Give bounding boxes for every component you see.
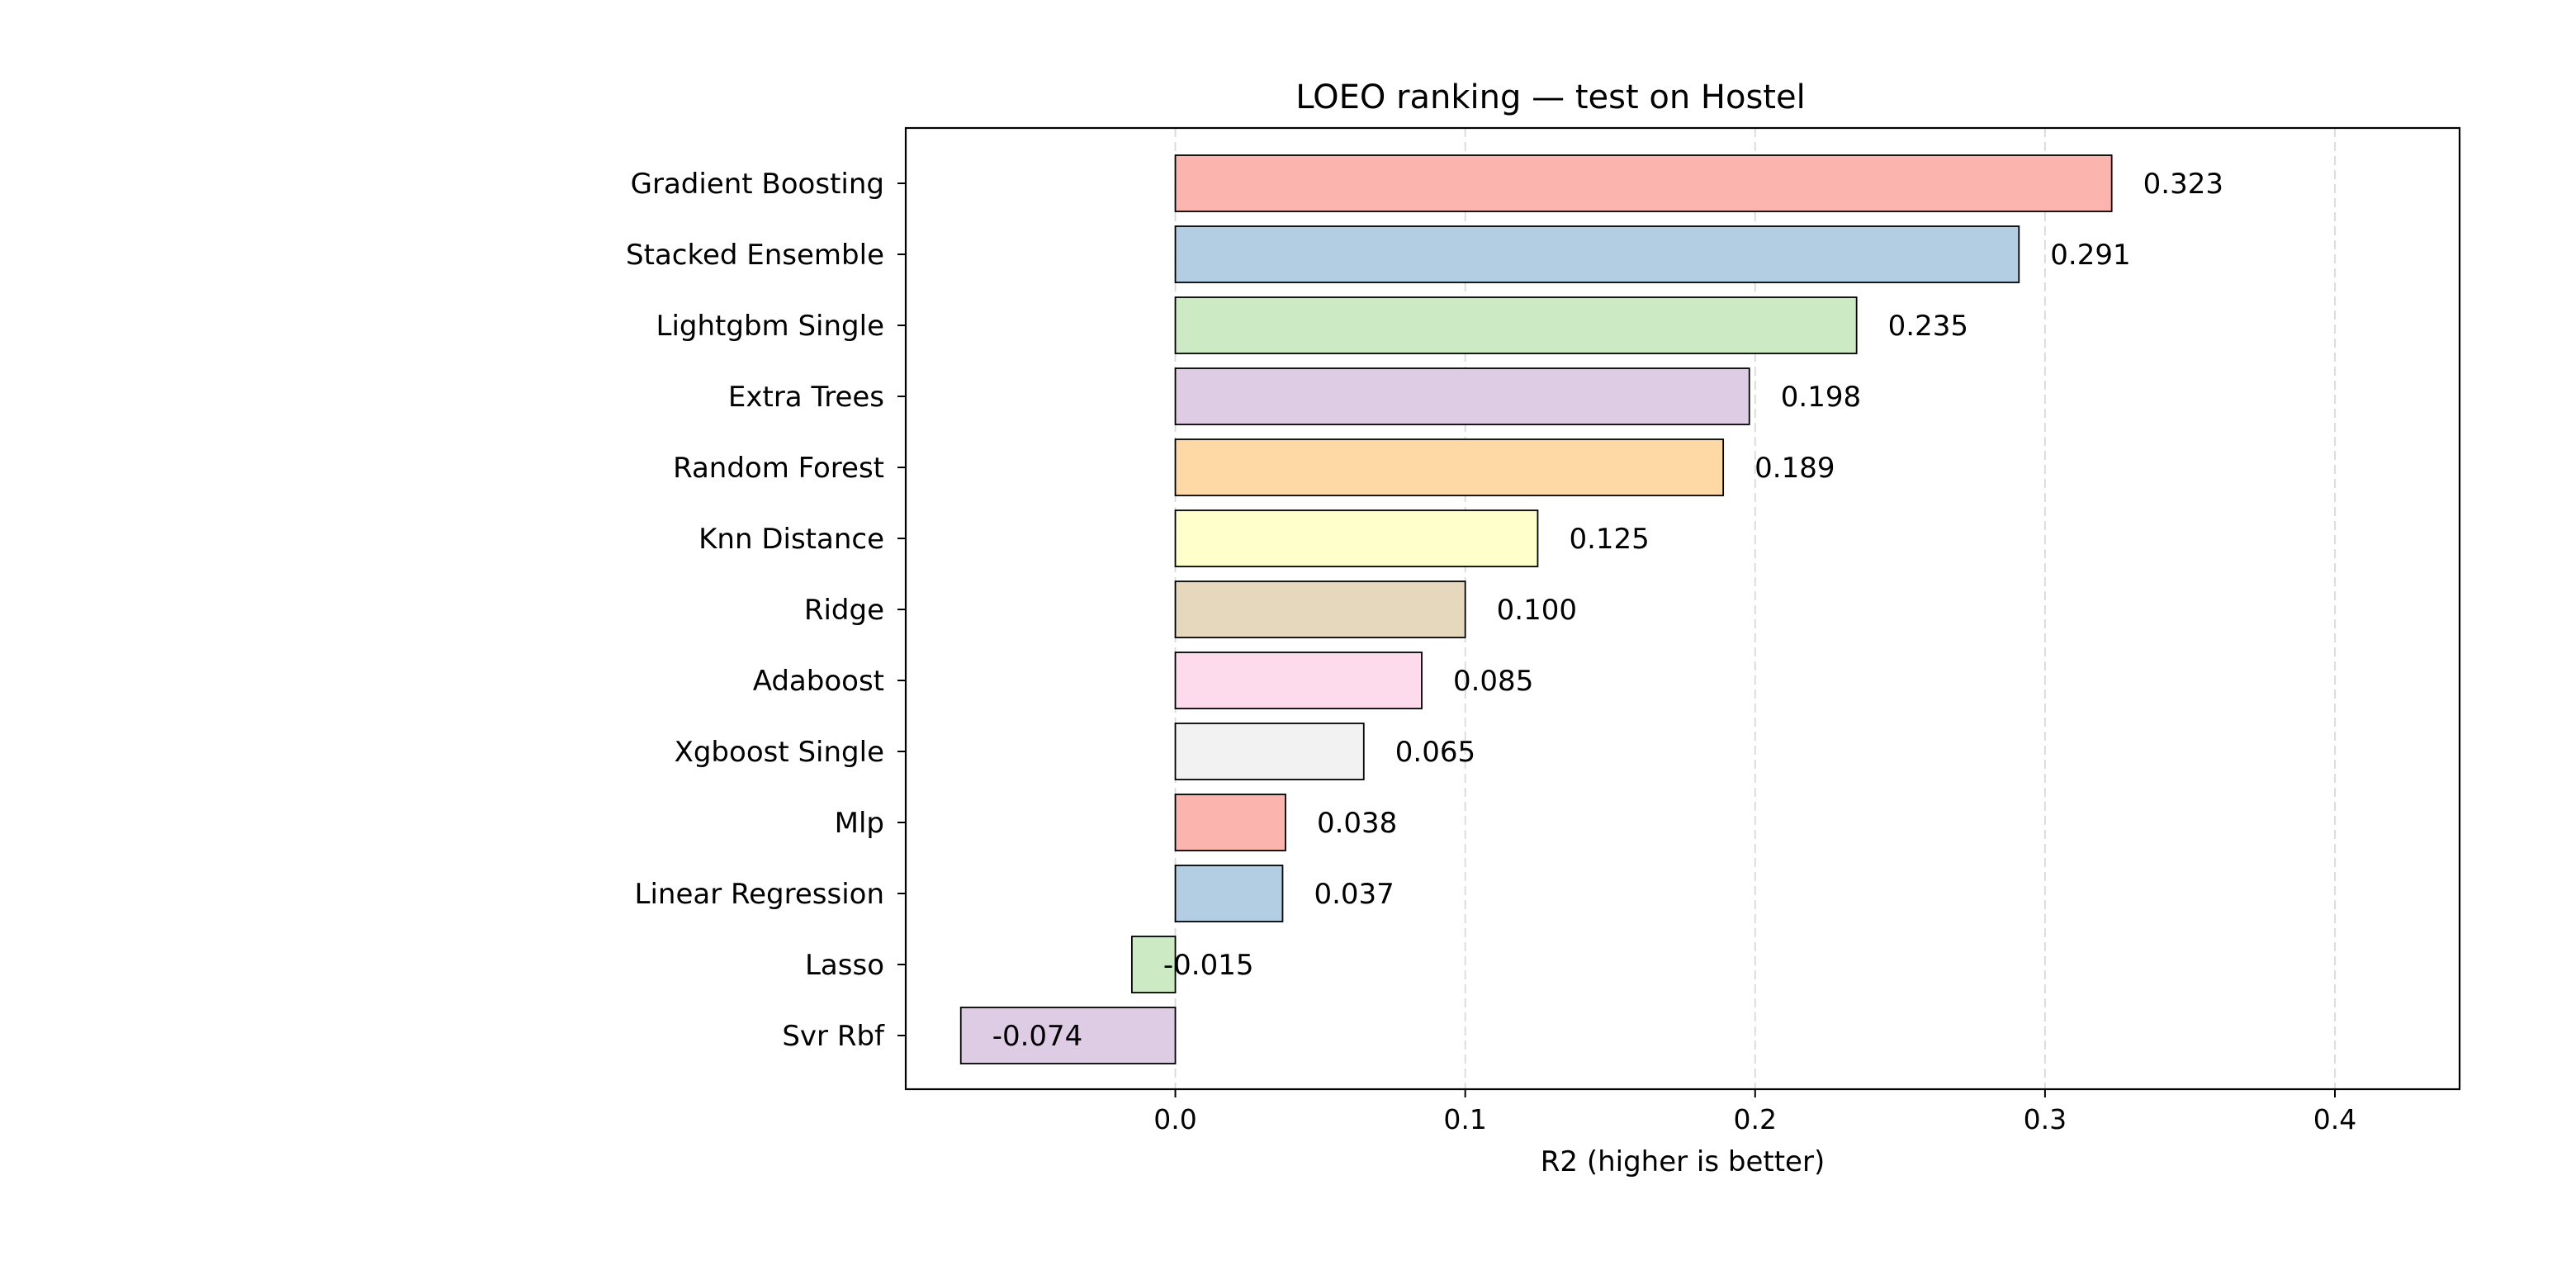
x-tick-label: 0.3 [2024,1103,2067,1135]
y-tick-label: Random Forest [673,452,884,485]
y-tick-label: Lasso [805,949,884,982]
bar-gradient-boosting [1174,154,2113,212]
value-label: 0.189 [1754,452,1835,485]
y-tick-label: Gradient Boosting [631,168,884,201]
value-label: 0.323 [2143,168,2223,201]
bar-linear-regression [1174,865,1284,922]
x-axis-label: R2 (higher is better) [1541,1145,1825,1178]
y-tick-label: Linear Regression [635,878,884,911]
value-label: 0.235 [1888,310,1968,343]
value-label: 0.085 [1453,665,1533,698]
chart-title: LOEO ranking — test on Hostel [1295,78,1805,116]
y-tick-label: Extra Trees [728,381,884,414]
x-axis-ticks: 0.0 0.1 0.2 0.3 0.4 [1153,1089,2356,1135]
y-tick-label: Adaboost [753,665,884,698]
value-label: 0.065 [1395,736,1475,769]
value-label: 0.125 [1569,523,1649,556]
bar-ridge [1174,581,1466,638]
value-labels: 0.323 0.291 0.235 0.198 0.189 0.125 0.100 0.085… [992,168,2223,1053]
bars [959,154,2113,1064]
y-tick-label: Svr Rbf [782,1020,885,1053]
value-label: -0.074 [992,1020,1083,1053]
x-tick-label: 0.4 [2313,1103,2356,1135]
bar-svr-rbf [959,1007,1177,1064]
y-tick-label: Knn Distance [698,523,884,556]
bar-random-forest [1174,438,1725,496]
y-axis-ticks: Gradient Boosting Stacked Ensemble Lightgb… [626,168,906,1053]
bar-mlp [1174,794,1286,851]
value-label: -0.015 [1163,949,1254,982]
bar-xgboost-single [1174,723,1365,780]
y-tick-label: Lightgbm Single [656,310,884,343]
value-label: 0.198 [1781,381,1861,414]
y-tick-label: Mlp [835,807,884,840]
bar-lightgbm-single [1174,296,1858,354]
bar-adaboost [1174,652,1423,709]
bar-extra-trees [1174,367,1750,425]
value-label: 0.100 [1497,594,1577,627]
value-label: 0.038 [1317,807,1397,840]
y-tick-label: Stacked Ensemble [626,239,884,272]
bar-stacked-ensemble [1174,225,2020,283]
x-tick-label: 0.0 [1153,1103,1196,1135]
y-tick-label: Ridge [804,594,884,627]
bar-knn-distance [1174,510,1539,567]
y-tick-label: Xgboost Single [675,736,884,769]
bar-lasso [1130,936,1177,993]
x-tick-label: 0.1 [1443,1103,1486,1135]
value-label: 0.291 [2050,239,2130,272]
x-tick-label: 0.2 [1734,1103,1777,1135]
grid-lines [1174,128,2336,1089]
value-label: 0.037 [1314,878,1394,911]
